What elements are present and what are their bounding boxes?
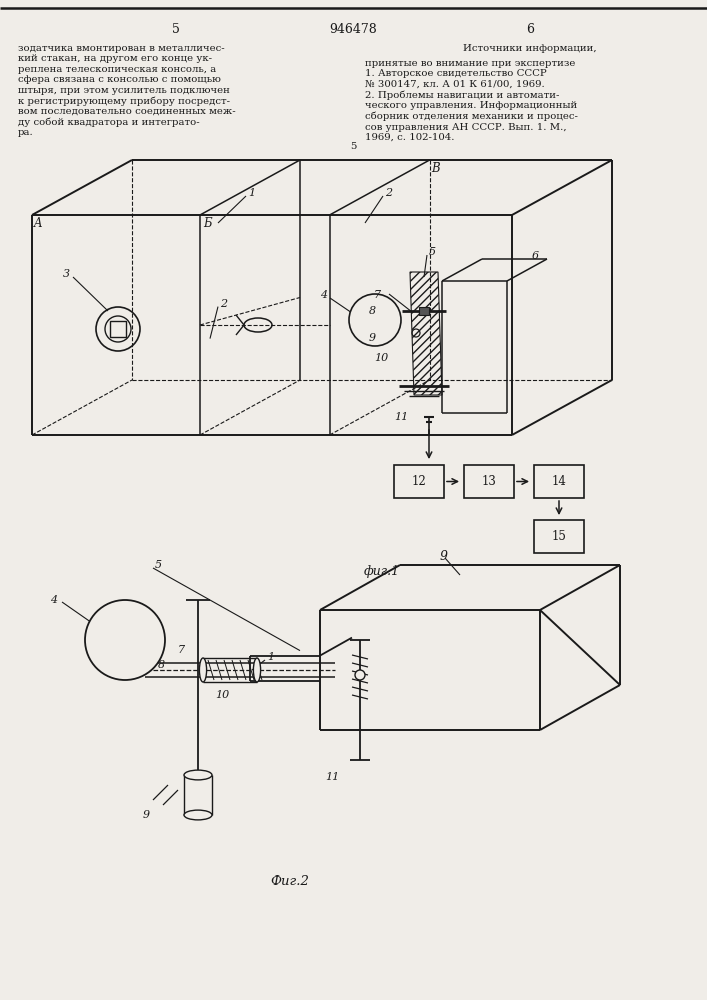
Bar	[534, 465, 584, 498]
Text: фиг.1: фиг.1	[364, 565, 400, 578]
Bar	[534, 520, 584, 553]
Text: 5: 5	[429, 247, 436, 257]
Text: 10: 10	[374, 353, 388, 363]
Ellipse shape	[184, 810, 212, 820]
Ellipse shape	[253, 658, 261, 682]
Text: Б: Б	[203, 217, 211, 230]
Text: 946478: 946478	[329, 23, 377, 36]
Text: 11: 11	[394, 412, 408, 422]
Text: B: B	[431, 162, 440, 175]
Text: 15: 15	[551, 530, 566, 543]
Text: 4: 4	[320, 290, 327, 300]
Text: 9: 9	[440, 550, 448, 563]
Text: 6: 6	[526, 23, 534, 36]
Text: 9: 9	[143, 810, 150, 820]
Text: принятые во внимание при экспертизе
1. Авторское свидетельство СССР
№ 300147, кл: принятые во внимание при экспертизе 1. А…	[365, 59, 578, 142]
Bar	[419, 307, 429, 315]
Text: 10: 10	[215, 690, 229, 700]
Text: 2: 2	[220, 299, 227, 309]
Circle shape	[355, 670, 365, 680]
Text: 5: 5	[172, 23, 180, 36]
Bar	[394, 465, 444, 498]
Text: Источники информации,: Источники информации,	[463, 44, 597, 53]
Text: A: A	[34, 217, 42, 230]
Text: 3: 3	[63, 269, 70, 279]
Text: 2: 2	[385, 188, 392, 198]
Ellipse shape	[184, 770, 212, 780]
Text: 6: 6	[532, 251, 539, 261]
Text: 7: 7	[374, 290, 381, 300]
Circle shape	[349, 294, 401, 346]
Text: 5: 5	[350, 142, 356, 151]
Text: 5: 5	[155, 560, 162, 570]
Text: 14: 14	[551, 475, 566, 488]
Text: зодатчика вмонтирован в металличес-
кий стакан, на другом его конце ук-
реплена : зодатчика вмонтирован в металличес- кий …	[18, 44, 235, 137]
Text: 8: 8	[369, 306, 376, 316]
Text: Фиг.2: Фиг.2	[270, 875, 309, 888]
Circle shape	[85, 600, 165, 680]
Text: 13: 13	[481, 475, 496, 488]
Ellipse shape	[199, 658, 206, 682]
Text: 4: 4	[50, 595, 57, 605]
Text: 12: 12	[411, 475, 426, 488]
Text: 9: 9	[369, 333, 376, 343]
Text: 11: 11	[325, 772, 339, 782]
Bar	[464, 465, 514, 498]
Text: 8: 8	[158, 660, 165, 670]
Bar	[110, 321, 126, 337]
Text: 1: 1	[248, 188, 255, 198]
Text: 1: 1	[267, 652, 274, 662]
Text: 7: 7	[178, 645, 185, 655]
